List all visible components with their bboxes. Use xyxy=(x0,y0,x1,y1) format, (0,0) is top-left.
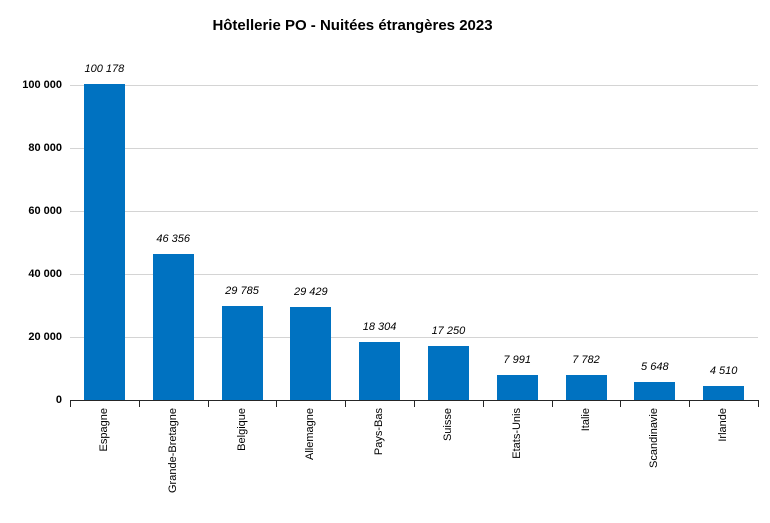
x-axis-tick xyxy=(70,401,71,407)
bar-value-label: 29 429 xyxy=(293,286,328,299)
bar-espagne xyxy=(83,84,125,400)
x-axis-tick xyxy=(345,401,347,407)
x-axis-category-label: Espagne xyxy=(97,408,110,452)
gridline xyxy=(70,336,758,338)
x-axis-tick xyxy=(482,401,484,407)
bar-value-label: 46 356 xyxy=(156,232,191,245)
gridline xyxy=(70,210,758,212)
y-axis-tick-label: 20 000 xyxy=(28,331,62,343)
x-axis-category-label: Italie xyxy=(579,408,592,432)
x-axis-category-label: Grande-Bretagne xyxy=(166,408,179,493)
x-axis-tick xyxy=(689,401,691,407)
x-axis-tick xyxy=(551,401,553,407)
gridline xyxy=(70,147,758,149)
bar-belgique xyxy=(221,306,263,400)
x-axis-tick xyxy=(207,401,209,407)
bar-value-label: 7 782 xyxy=(572,354,600,367)
x-axis-line xyxy=(70,400,759,401)
x-axis-category-label: Suisse xyxy=(441,408,454,442)
bar-scandinavie xyxy=(634,382,676,400)
x-axis-category-label: Pays-Bas xyxy=(373,408,386,456)
gridline xyxy=(70,273,758,275)
x-axis-tick xyxy=(414,401,415,407)
bar-value-label: 5 648 xyxy=(641,361,669,374)
y-axis-tick-label: 80 000 xyxy=(28,142,62,154)
bar-value-label: 7 991 xyxy=(503,353,531,366)
x-axis-tick xyxy=(758,401,759,407)
bar-allemagne xyxy=(290,307,332,400)
bar-value-label: 29 785 xyxy=(225,285,259,298)
y-axis-tick-label: 60 000 xyxy=(28,205,62,217)
x-axis-category-label: Scandinavie xyxy=(648,408,661,468)
x-axis-category-label: Irlande xyxy=(717,408,730,442)
bar-value-label: 18 304 xyxy=(362,321,397,334)
bar-value-label: 17 250 xyxy=(431,324,466,337)
bar-etats-unis xyxy=(496,374,538,400)
x-axis-tick xyxy=(276,401,278,407)
x-axis-tick xyxy=(620,401,622,407)
bar-suisse xyxy=(427,345,469,400)
x-axis-tick xyxy=(138,401,140,407)
bar-grande-bretagne xyxy=(152,253,194,400)
chart-title: Hôtellerie PO - Nuitées étrangères 2023 xyxy=(212,17,493,34)
bar-italie xyxy=(565,375,607,400)
x-axis-category-label: Belgique xyxy=(235,408,248,451)
bar-irlande xyxy=(703,385,745,400)
y-axis-tick-label: 100 000 xyxy=(22,79,62,91)
y-axis-tick-label: 40 000 xyxy=(28,268,62,280)
bar-value-label: 100 178 xyxy=(84,63,125,76)
bar-value-label: 4 510 xyxy=(709,364,738,377)
bar-pays-bas xyxy=(359,342,401,400)
x-axis-category-label: Etats-Unis xyxy=(510,408,523,459)
gridline xyxy=(70,84,758,86)
y-axis-tick-label: 0 xyxy=(55,394,62,406)
x-axis-category-label: Allemagne xyxy=(304,408,317,460)
